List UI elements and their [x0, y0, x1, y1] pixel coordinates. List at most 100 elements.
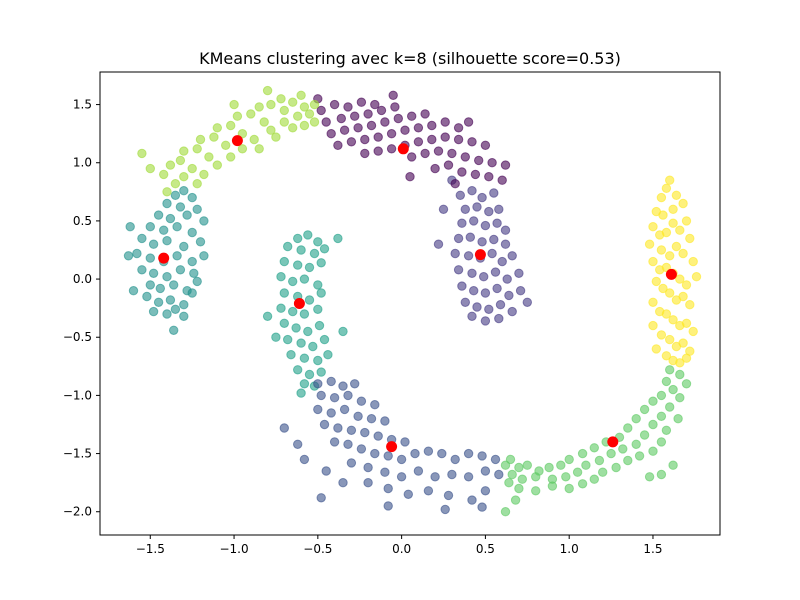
data-point-cluster-7 [204, 152, 214, 162]
data-point-cluster-1 [648, 396, 658, 406]
data-point-cluster-0 [691, 272, 702, 282]
data-point-cluster-1 [589, 474, 599, 484]
data-point-cluster-5 [477, 192, 487, 203]
data-point-cluster-6 [407, 152, 417, 162]
data-point-cluster-2 [175, 202, 186, 212]
data-point-cluster-3 [262, 311, 273, 321]
data-point-cluster-1 [500, 460, 511, 470]
data-point-cluster-1 [648, 446, 658, 456]
data-point-cluster-7 [192, 144, 202, 154]
y-tick-label: −0.5 [63, 330, 92, 344]
data-point-cluster-4 [477, 451, 487, 461]
data-point-cluster-1 [507, 469, 517, 480]
data-point-cluster-7 [237, 129, 248, 139]
data-point-cluster-4 [299, 454, 310, 465]
data-point-cluster-3 [293, 260, 303, 270]
data-point-cluster-0 [644, 239, 655, 249]
data-point-cluster-0 [671, 241, 682, 252]
data-point-cluster-2 [145, 222, 156, 232]
data-point-cluster-0 [675, 274, 685, 284]
data-point-cluster-7 [137, 148, 147, 159]
data-point-cluster-5 [472, 302, 482, 312]
data-point-cluster-7 [266, 99, 276, 110]
data-point-cluster-4 [279, 423, 289, 433]
data-point-cluster-0 [656, 330, 667, 340]
data-point-cluster-0 [651, 276, 661, 287]
data-point-cluster-1 [510, 495, 521, 505]
data-point-cluster-3 [299, 274, 310, 284]
data-point-cluster-5 [469, 216, 479, 226]
data-point-cluster-4 [370, 448, 380, 459]
data-point-cluster-6 [329, 99, 340, 110]
data-point-cluster-7 [192, 179, 202, 189]
data-point-cluster-2 [162, 272, 172, 282]
data-point-cluster-3 [338, 326, 348, 337]
data-point-cluster-4 [329, 437, 340, 447]
data-point-cluster-6 [470, 169, 481, 180]
data-point-cluster-7 [232, 111, 243, 121]
data-point-cluster-3 [288, 276, 298, 287]
data-point-cluster-6 [487, 158, 497, 168]
data-point-cluster-2 [123, 251, 134, 261]
data-point-cluster-0 [671, 190, 682, 201]
data-point-cluster-0 [675, 225, 685, 235]
data-point-cluster-6 [497, 175, 507, 185]
data-point-cluster-3 [313, 304, 323, 314]
data-point-cluster-0 [665, 175, 675, 185]
data-point-cluster-2 [187, 192, 197, 203]
data-point-cluster-7 [221, 140, 231, 151]
data-point-cluster-0 [665, 251, 675, 261]
data-point-cluster-7 [279, 105, 289, 116]
data-point-cluster-5 [500, 225, 511, 235]
data-point-cluster-7 [249, 134, 259, 145]
y-axis: −2.0 −1.5 −1.0 −0.5 0.0 0.5 1.0 1.5 [63, 98, 100, 519]
data-point-cluster-1 [634, 451, 645, 461]
data-point-cluster-4 [396, 472, 407, 482]
centroid-marker [158, 252, 170, 264]
data-point-cluster-7 [293, 111, 303, 121]
data-point-cluster-5 [455, 190, 465, 201]
data-point-cluster-0 [651, 344, 661, 354]
data-point-cluster-7 [288, 97, 298, 107]
data-point-cluster-1 [589, 443, 599, 453]
data-point-cluster-0 [656, 245, 667, 255]
data-point-cluster-5 [469, 286, 479, 296]
data-point-cluster-6 [484, 172, 494, 182]
data-point-cluster-0 [681, 216, 692, 226]
data-point-cluster-1 [544, 462, 554, 473]
data-point-cluster-2 [169, 325, 179, 335]
data-point-cluster-7 [209, 132, 219, 142]
data-point-cluster-0 [661, 262, 672, 273]
data-point-cluster-2 [132, 248, 142, 259]
data-point-cluster-7 [179, 172, 189, 182]
data-point-cluster-4 [326, 408, 336, 418]
data-point-cluster-6 [360, 134, 370, 145]
data-point-cluster-7 [296, 90, 306, 101]
data-point-cluster-0 [661, 183, 672, 194]
x-tick-label: 1.5 [643, 542, 662, 556]
data-point-cluster-2 [137, 233, 147, 244]
data-point-cluster-4 [319, 419, 330, 430]
data-point-cluster-1 [656, 469, 667, 480]
data-point-cluster-7 [246, 109, 256, 119]
y-tick-label: 1.5 [73, 98, 92, 112]
data-point-cluster-0 [678, 291, 688, 302]
data-point-cluster-4 [383, 483, 393, 494]
x-tick-label: −1.5 [136, 542, 165, 556]
data-point-cluster-0 [688, 256, 698, 267]
data-points [123, 85, 702, 517]
data-point-cluster-4 [463, 448, 474, 459]
data-point-cluster-6 [443, 160, 454, 170]
data-point-cluster-6 [460, 152, 470, 162]
data-point-cluster-2 [145, 280, 156, 290]
data-point-cluster-2 [125, 222, 135, 232]
data-point-cluster-1 [618, 444, 628, 454]
data-point-cluster-3 [296, 338, 306, 348]
data-point-cluster-5 [492, 283, 502, 294]
data-point-cluster-0 [661, 309, 672, 319]
data-point-cluster-2 [145, 253, 156, 263]
data-point-cluster-1 [577, 448, 588, 459]
data-point-cluster-2 [137, 265, 147, 275]
data-point-cluster-5 [489, 234, 499, 245]
data-point-cluster-6 [427, 120, 437, 131]
